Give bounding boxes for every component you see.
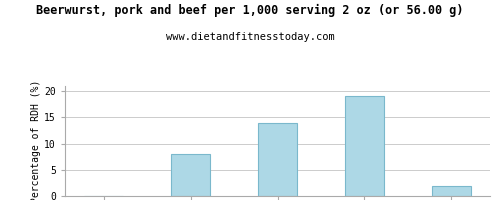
Y-axis label: Percentage of RDH (%): Percentage of RDH (%) <box>32 79 42 200</box>
Bar <box>345 96 384 196</box>
Text: Beerwurst, pork and beef per 1,000 serving 2 oz (or 56.00 g): Beerwurst, pork and beef per 1,000 servi… <box>36 4 464 17</box>
Text: www.dietandfitnesstoday.com: www.dietandfitnesstoday.com <box>166 32 334 42</box>
Bar <box>258 123 297 196</box>
Bar <box>171 154 210 196</box>
Bar <box>432 186 470 196</box>
